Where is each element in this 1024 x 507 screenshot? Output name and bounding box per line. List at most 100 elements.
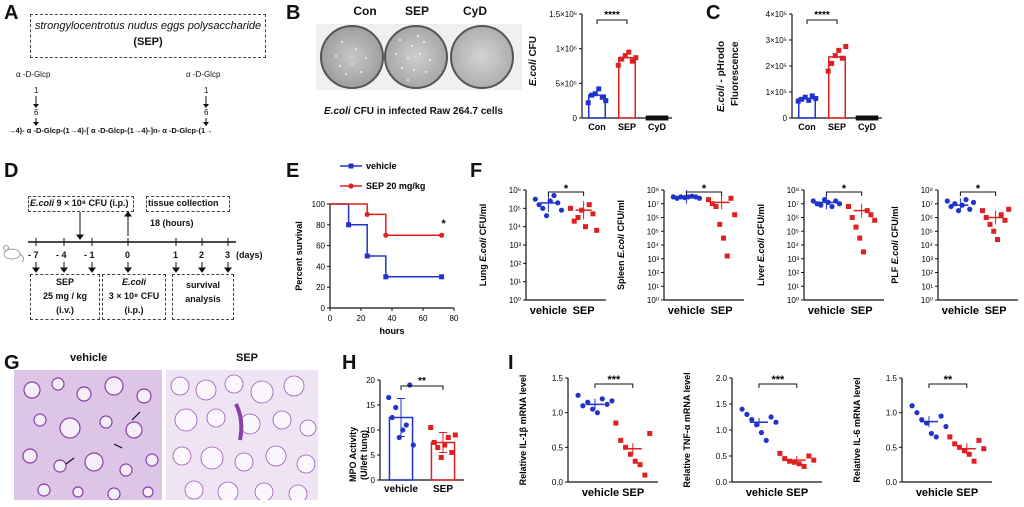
arrow-left-head2 [33, 122, 39, 126]
data-point-vehicle [938, 413, 944, 419]
x-tick-label: vehicle [530, 305, 567, 317]
colony [395, 53, 397, 55]
alveolus [99, 415, 113, 429]
y-tick-label: 2×10⁵ [766, 62, 787, 71]
chart-h-mpo: 0 5 10 15 20 vehicle SEP ** MPO Activity (U/left … [348, 376, 464, 495]
data-point-cyd [659, 115, 665, 121]
data-point-vehicle [543, 213, 550, 219]
timeline-label-m1: - 1 [84, 250, 95, 260]
y-tick-label: 40 [316, 262, 325, 271]
y-tick-label: 10⁶ [921, 214, 933, 223]
y-tick-label: 2.0 [716, 374, 728, 383]
legend-label: vehicle [366, 161, 397, 171]
data-point-sep [801, 463, 807, 469]
timeline-label-1: 1 [173, 250, 179, 260]
colony [429, 59, 431, 61]
arrow-day1-head [172, 267, 180, 273]
x-tick-label: SEP [433, 484, 453, 495]
significance-bracket [825, 191, 863, 196]
alveolus [299, 419, 317, 437]
significance-label: * [842, 183, 847, 195]
mouse-icon [3, 245, 24, 263]
g-label-sep: SEP [236, 352, 259, 364]
chart-f-liver: 10⁰ 10¹ 10² 10³ 10⁴ 10⁵ 10⁶ 10⁷ 10⁸ vehicle SEP * Li… [756, 183, 884, 317]
data-point-sep [594, 227, 600, 233]
plate-caption-italic: E.coli [324, 106, 351, 117]
data-point-vehicle [604, 401, 610, 407]
data-point-sep [957, 444, 963, 450]
y-tick-label: 20 [366, 376, 375, 385]
series-marker [383, 232, 389, 238]
significance-bracket [547, 191, 585, 196]
data-point-sep [445, 435, 451, 440]
y-tick-label: 10⁴ [647, 241, 660, 250]
data-point-sep [720, 235, 726, 241]
x-tick-label: SEP [573, 305, 595, 317]
y-title-unit: CFU/ml [890, 206, 900, 240]
data-point-sep [732, 212, 738, 218]
data-point-sep [615, 62, 621, 68]
data-point-con [799, 96, 805, 102]
y-tick-label: 10⁶ [787, 214, 799, 223]
bar-sep [828, 56, 846, 119]
d-tissue-text: tissue collection [148, 198, 219, 208]
y-tick-label: 10⁷ [647, 200, 659, 209]
histology-vehicle [14, 370, 162, 500]
panel-letter-f: F [470, 160, 483, 182]
data-point-vehicle [532, 196, 538, 202]
data-point-sep [857, 235, 863, 241]
alveolus [217, 481, 239, 500]
chart-e-survival: 0 20 40 60 80 100 0 20 40 60 80 hours Percent surviv… [294, 161, 459, 336]
y-title-unit: CFU/ml [756, 204, 766, 238]
data-point-vehicle [696, 195, 703, 201]
data-point-sep [713, 204, 719, 209]
x-axis-title: hours [379, 326, 404, 336]
arrow-d7-head [32, 267, 40, 273]
data-point-sep [728, 195, 734, 201]
y-tick-label: 10² [509, 259, 521, 268]
x-tick-label: vehicle [942, 305, 979, 317]
significance-bracket [806, 19, 838, 24]
y-tick-label: 10¹ [509, 278, 521, 287]
data-point-vehicle [753, 422, 760, 428]
y-axis-title: Lung E.coli CFU/ml [478, 204, 488, 287]
data-point-sep [832, 53, 838, 59]
data-point-sep [619, 56, 625, 62]
data-point-sep [571, 218, 577, 224]
significance-label: *** [771, 374, 785, 386]
y-tick-label: 10⁰ [509, 296, 521, 305]
arrow-marker [131, 411, 141, 421]
alveolus [125, 421, 143, 439]
data-point-sep [811, 457, 817, 463]
y-tick-label: 0.0 [552, 478, 564, 487]
plate-label-sep: SEP [404, 4, 429, 18]
alveolus [172, 446, 192, 466]
colony [401, 67, 403, 69]
x-tick-label: Con [588, 122, 606, 132]
y-tick-label: 10⁴ [921, 241, 934, 250]
x-tick-label: 20 [357, 314, 366, 323]
y-tick-label: 3×10⁵ [766, 36, 787, 45]
y-tick-label: 10³ [787, 255, 799, 264]
data-point-sep [843, 44, 849, 49]
data-point-sep [981, 446, 987, 452]
d-ecoli-rest: 9 × 10⁸ CFU (i.p.) [54, 198, 129, 208]
data-point-cyd [862, 115, 868, 121]
data-point-sep [1006, 206, 1012, 212]
y-tick-label: 1.0 [716, 426, 728, 435]
data-point-vehicle [558, 207, 565, 213]
data-point-sep [647, 430, 653, 436]
data-point-sep [428, 425, 434, 430]
y-tick-label: 0.0 [886, 478, 898, 487]
plate-caption-rest: CFU in infected Raw 264.7 cells [350, 106, 503, 117]
data-point-vehicle [933, 434, 939, 440]
y-tick-label: 10 [366, 426, 375, 435]
y-tick-label: 100 [312, 200, 326, 209]
data-point-vehicle [758, 430, 765, 436]
y-tick-label: 10² [787, 269, 799, 278]
data-point-sep [868, 212, 874, 218]
y-tick-label: 10⁸ [787, 186, 799, 195]
vessel-wall [234, 403, 244, 441]
y-tick-label: 4×10⁵ [766, 10, 787, 19]
data-point-cyd [656, 115, 662, 121]
